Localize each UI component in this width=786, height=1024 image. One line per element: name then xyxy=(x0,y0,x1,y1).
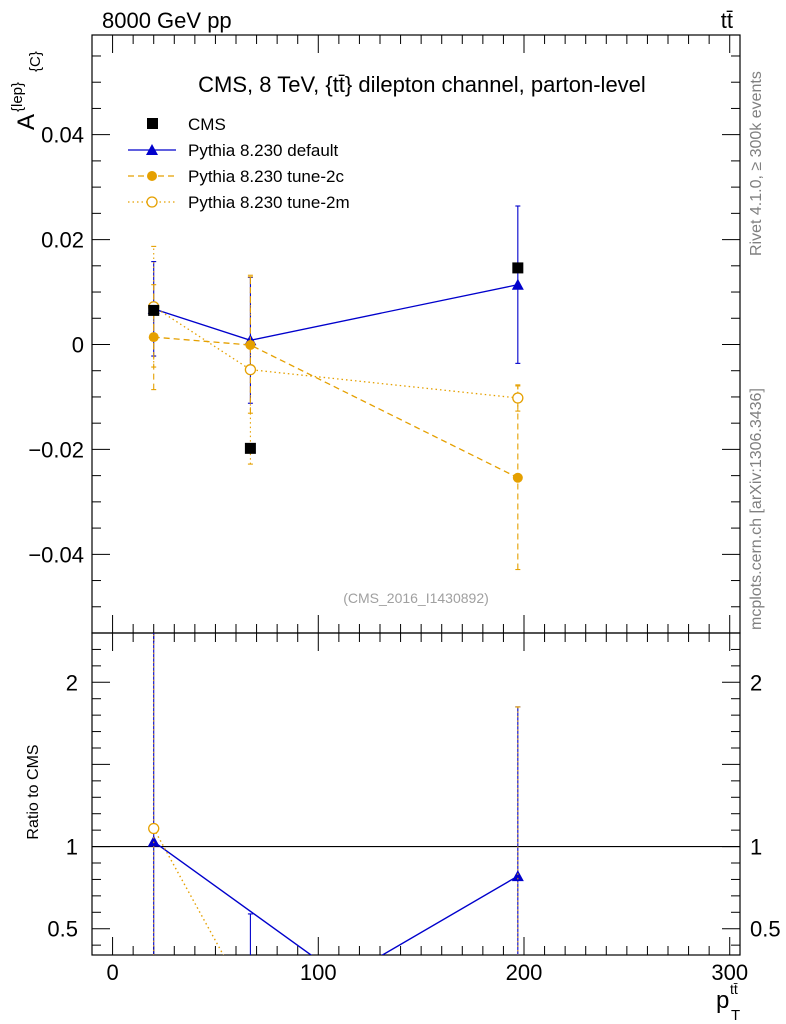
legend-label-cms: CMS xyxy=(188,115,226,134)
x-axis-label: p T tt̄ xyxy=(716,981,740,1024)
legend-marker-default xyxy=(146,144,158,155)
point-pythia-8-230-tune-2c xyxy=(148,332,159,343)
main-y-tick-label: −0.02 xyxy=(28,437,84,462)
point-pythia-8-230-tune-2m xyxy=(244,364,257,376)
point-cms xyxy=(148,304,160,316)
main-y-tick-label: 0.02 xyxy=(41,228,84,253)
main-axis-ticks: 0.04 0.02 0 −0.02 −0.04 xyxy=(28,35,740,634)
ratio-y-tick-label-right: 1 xyxy=(750,835,762,860)
ratio-y-tick-label-right: 2 xyxy=(750,670,762,695)
point-pythia-8-230-default xyxy=(511,278,524,290)
ratio-line-pythia-8-230-default xyxy=(153,841,519,955)
y-axis-label-sup: {lep} xyxy=(9,82,26,112)
ratio-axis-ticks: 0 100 200 300 2 2 1 1 0.5 0.5 xyxy=(47,632,781,985)
legend-label-default: Pythia 8.230 default xyxy=(188,141,339,160)
point-pythia-8-230-tune-2c xyxy=(512,472,523,483)
y-axis-label: A {lep} {C} xyxy=(9,51,44,130)
point-pythia-8-230-tune-2c xyxy=(245,340,256,351)
chart-title: CMS, 8 TeV, {tt̄} dilepton channel, part… xyxy=(198,72,646,97)
main-y-tick-label: 0 xyxy=(72,332,84,357)
ratio-point-pythia-8-230-default xyxy=(511,870,524,882)
ratio-frame xyxy=(91,632,741,956)
main-y-tick-label: 0.04 xyxy=(41,123,84,148)
x-axis-label-sub: T xyxy=(731,1007,740,1024)
analysis-watermark: (CMS_2016_I1430892) xyxy=(343,590,489,606)
series-line-pythia-8-230-tune-2m xyxy=(153,306,518,399)
y-axis-label-sub: {C} xyxy=(27,51,44,72)
ratio-y-tick-label: 1 xyxy=(66,835,78,860)
x-axis-label-main: p xyxy=(716,987,729,1014)
header-right: tt̄ xyxy=(721,8,733,33)
ratio-point-pythia-8-230-tune-2m xyxy=(148,822,160,835)
point-pythia-8-230-tune-2m xyxy=(512,392,524,404)
main-y-tick-label: −0.04 xyxy=(28,542,84,567)
legend-marker-cms xyxy=(147,118,158,129)
point-cms xyxy=(244,442,256,454)
legend-marker-tune2m xyxy=(146,196,158,208)
ratio-y-label: Ratio to CMS xyxy=(25,744,42,839)
x-axis-label-sup: tt̄ xyxy=(730,981,738,997)
header-left: 8000 GeV pp xyxy=(102,8,232,33)
rivet-label: Rivet 4.1.0, ≥ 300k events xyxy=(748,71,765,256)
y-axis-label-main: A xyxy=(13,114,40,130)
main-plot-area xyxy=(147,205,524,571)
legend-marker-tune2c xyxy=(147,171,157,181)
legend-label-tune2m: Pythia 8.230 tune-2m xyxy=(188,193,350,212)
legend-label-tune2c: Pythia 8.230 tune-2c xyxy=(188,167,344,186)
ratio-y-tick-label: 2 xyxy=(66,670,78,695)
ratio-plot-area xyxy=(92,633,740,955)
legend: CMS Pythia 8.230 default Pythia 8.230 tu… xyxy=(128,115,350,212)
ratio-y-tick-label-right: 0.5 xyxy=(750,917,781,942)
x-tick-label: 300 xyxy=(711,960,748,985)
ratio-line-pythia-8-230-tune-2m xyxy=(153,828,225,955)
x-tick-label: 100 xyxy=(300,960,337,985)
x-tick-label: 0 xyxy=(106,960,118,985)
ratio-y-tick-label: 0.5 xyxy=(47,917,78,942)
series-line-pythia-8-230-tune-2c xyxy=(153,336,519,479)
point-cms xyxy=(512,262,524,274)
x-tick-label: 200 xyxy=(506,960,543,985)
mcplots-label: mcplots.cern.ch [arXiv:1306.3436] xyxy=(748,388,765,630)
series-line-pythia-8-230-default xyxy=(153,284,518,341)
ratio-point-pythia-8-230-default xyxy=(147,835,160,847)
